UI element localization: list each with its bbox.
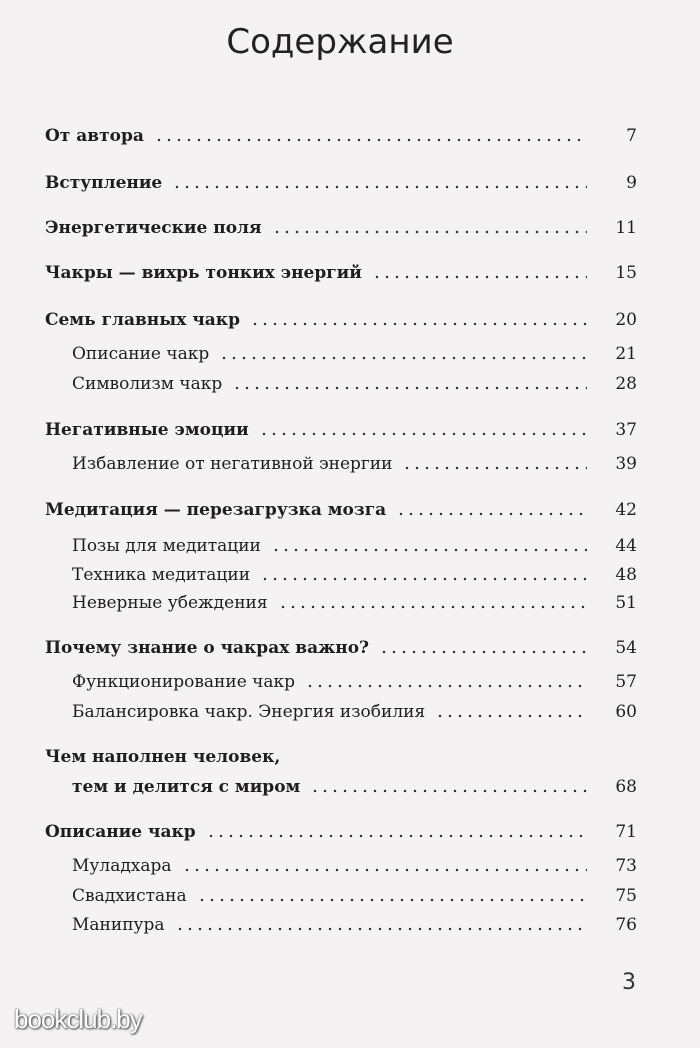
toc-entry-page: 15 bbox=[615, 263, 637, 283]
dot-leader bbox=[277, 605, 587, 609]
dot-leader bbox=[249, 322, 587, 326]
toc-entry[interactable]: Описание чакр 71 bbox=[45, 817, 637, 843]
dot-leader bbox=[232, 386, 587, 390]
toc-entry[interactable]: Чакры — вихрь тонких энергий 15 bbox=[45, 258, 637, 284]
toc-entry-page: 48 bbox=[615, 565, 637, 585]
dot-leader bbox=[270, 548, 587, 552]
page-number: 3 bbox=[622, 970, 636, 995]
toc-entry-label: От автора bbox=[45, 126, 144, 146]
toc-entry-page: 9 bbox=[626, 173, 637, 193]
dot-leader bbox=[219, 356, 587, 360]
toc-entry[interactable]: От автора 7 bbox=[45, 121, 637, 147]
toc-entry-page: 76 bbox=[615, 915, 637, 935]
toc-entry-page: 44 bbox=[615, 536, 637, 556]
toc-entry-page: 71 bbox=[615, 822, 637, 842]
toc-entry-page: 51 bbox=[615, 593, 637, 613]
toc-entry[interactable]: Почему знание о чакрах важно? 54 bbox=[45, 633, 637, 659]
toc-entry[interactable]: Негативные эмоции 37 bbox=[45, 415, 637, 441]
toc-entry-page: 42 bbox=[615, 500, 637, 520]
dot-leader bbox=[435, 714, 587, 718]
toc-entry[interactable]: Энергетические поля 11 bbox=[45, 213, 637, 239]
dot-leader bbox=[305, 684, 587, 688]
dot-leader bbox=[196, 898, 587, 902]
dot-leader bbox=[181, 868, 587, 872]
dot-leader bbox=[402, 466, 587, 470]
toc-entry-page: 28 bbox=[615, 374, 637, 394]
dot-leader bbox=[258, 432, 587, 436]
toc-entry[interactable]: Свадхистана 75 bbox=[72, 881, 637, 907]
toc-entry-label: Семь главных чакр bbox=[45, 310, 240, 330]
dot-leader bbox=[153, 138, 587, 142]
toc-entry[interactable]: Символизм чакр 28 bbox=[72, 369, 637, 395]
toc-entry[interactable]: Неверные убеждения 51 bbox=[72, 588, 637, 614]
toc-entry[interactable]: Функционирование чакр 57 bbox=[72, 667, 637, 693]
toc-entry-label: Негативные эмоции bbox=[45, 420, 249, 440]
toc-entry-page: 60 bbox=[615, 702, 637, 722]
toc-entry-label: Балансировка чакр. Энергия изобилия bbox=[72, 702, 426, 722]
toc-entry-page: 75 bbox=[615, 886, 637, 906]
toc-entry[interactable]: тем и делится с миром 68 bbox=[72, 772, 637, 798]
toc-entry-label: Медитация — перезагрузка мозга bbox=[45, 500, 387, 520]
toc-entry-page: 20 bbox=[615, 310, 637, 330]
dot-leader bbox=[310, 789, 587, 793]
toc-entry-label: Энергетические поля bbox=[45, 218, 262, 238]
toc-entry[interactable]: Избавление от негативной энергии 39 bbox=[72, 449, 637, 475]
toc-entry-page: 73 bbox=[615, 856, 637, 876]
toc-entry[interactable]: Медитация — перезагрузка мозга 42 bbox=[45, 495, 637, 521]
toc-entry-label: Почему знание о чакрах важно? bbox=[45, 638, 369, 658]
toc-entry-label: Избавление от негативной энергии bbox=[72, 454, 393, 474]
toc-entry[interactable]: Муладхара 73 bbox=[72, 851, 637, 877]
toc-entry[interactable]: Семь главных чакр 20 bbox=[45, 305, 637, 331]
dot-leader bbox=[396, 512, 587, 516]
dot-leader bbox=[271, 230, 587, 234]
toc-entry-page: 54 bbox=[615, 638, 637, 658]
toc-entry-page: 7 bbox=[626, 126, 637, 146]
dot-leader bbox=[205, 834, 587, 838]
toc-entry-page: 57 bbox=[615, 672, 637, 692]
toc-entry-page: 21 bbox=[615, 344, 637, 364]
watermark-logo: bookclub.by bbox=[14, 1004, 143, 1034]
toc-entry-label: Неверные убеждения bbox=[72, 593, 268, 613]
toc-entry-label-line1: Чем наполнен человек, bbox=[45, 747, 281, 767]
toc-entry-label: Описание чакр bbox=[72, 344, 210, 364]
toc-entry[interactable]: Манипура 76 bbox=[72, 910, 637, 936]
page-title: Содержание bbox=[226, 22, 454, 62]
toc-entry[interactable]: Позы для медитации 44 bbox=[72, 531, 637, 557]
toc-entry-label: Муладхара bbox=[72, 856, 172, 876]
toc-entry-label: Описание чакр bbox=[45, 822, 196, 842]
dot-leader bbox=[260, 577, 587, 581]
toc-entry[interactable]: Вступление 9 bbox=[45, 168, 637, 194]
dot-leader bbox=[174, 927, 587, 931]
toc-entry-label: тем и делится с миром bbox=[72, 777, 301, 797]
toc-entry-label: Вступление bbox=[45, 173, 163, 193]
toc-entry-label: Символизм чакр bbox=[72, 374, 223, 394]
toc-entry-page: 39 bbox=[615, 454, 637, 474]
dot-leader bbox=[371, 275, 587, 279]
dot-leader bbox=[172, 185, 587, 189]
toc-entry-label: Свадхистана bbox=[72, 886, 187, 906]
toc-entry-label: Функционирование чакр bbox=[72, 672, 296, 692]
toc-entry-label: Позы для медитации bbox=[72, 536, 261, 556]
toc-entry[interactable]: Балансировка чакр. Энергия изобилия 60 bbox=[72, 697, 637, 723]
toc-entry[interactable]: Техника медитации 48 bbox=[72, 560, 637, 586]
toc-entry-page: 37 bbox=[615, 420, 637, 440]
dot-leader bbox=[379, 650, 587, 654]
toc-entry-page: 68 bbox=[615, 777, 637, 797]
toc-entry-label: Техника медитации bbox=[72, 565, 251, 585]
toc-entry[interactable]: Описание чакр 21 bbox=[72, 339, 637, 365]
toc-entry-page: 11 bbox=[615, 218, 637, 238]
toc-entry-label: Манипура bbox=[72, 915, 165, 935]
toc-entry-label: Чакры — вихрь тонких энергий bbox=[45, 263, 362, 283]
